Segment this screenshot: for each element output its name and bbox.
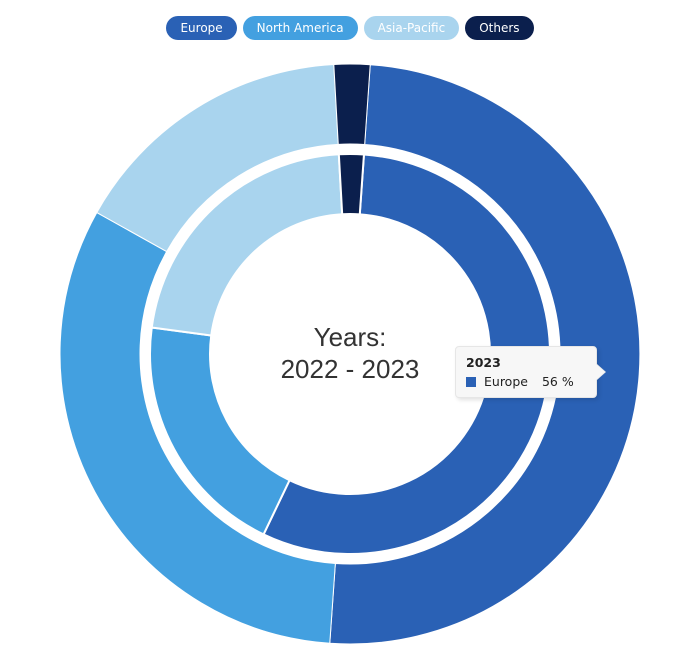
arc-2023-others[interactable]: [339, 154, 364, 214]
chart-container: Europe North AmericaAsia-PacificOthers Ye…: [0, 0, 700, 647]
legend: Europe North AmericaAsia-PacificOthers: [0, 16, 700, 40]
center-label-line2: 2022 - 2023: [281, 354, 420, 384]
center-label-line1: Years:: [314, 322, 387, 352]
legend-item-asia_pacific[interactable]: Asia-Pacific: [364, 16, 460, 40]
tooltip-row: Europe 56 %: [466, 374, 586, 389]
legend-item-north_america[interactable]: North America: [243, 16, 358, 40]
legend-item-europe[interactable]: Europe: [166, 16, 236, 40]
tooltip-series: 2023: [466, 355, 586, 370]
tooltip-value: 56 %: [542, 374, 574, 389]
tooltip-swatch: [466, 377, 476, 387]
tooltip-category: Europe: [484, 374, 528, 389]
arc-2022-others[interactable]: [334, 64, 370, 145]
tooltip: 2023 Europe 56 %: [455, 346, 597, 398]
legend-item-others[interactable]: Others: [465, 16, 533, 40]
